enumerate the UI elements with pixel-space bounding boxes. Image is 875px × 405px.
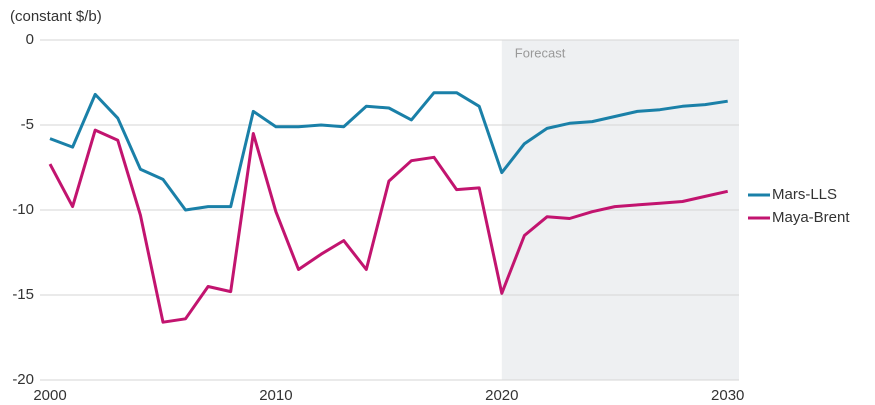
legend-label: Maya-Brent (772, 209, 850, 226)
y-tick-label: 0 (26, 31, 34, 48)
y-tick-label: -10 (12, 201, 34, 218)
legend-label: Mars-LLS (772, 186, 837, 203)
y-tick-label: -15 (12, 286, 34, 303)
x-tick-label: 2030 (711, 387, 744, 404)
line-series (49, 91, 728, 212)
x-tick-label: 2020 (485, 387, 518, 404)
x-tick-label: 2000 (33, 387, 66, 404)
y-axis-label: (constant $/b) (10, 8, 102, 25)
y-tick-label: -20 (12, 371, 34, 388)
forecast-annotation: Forecast (515, 45, 566, 60)
x-tick-label: 2010 (259, 387, 292, 404)
line-series (48, 128, 729, 324)
y-tick-label: -5 (21, 116, 34, 133)
